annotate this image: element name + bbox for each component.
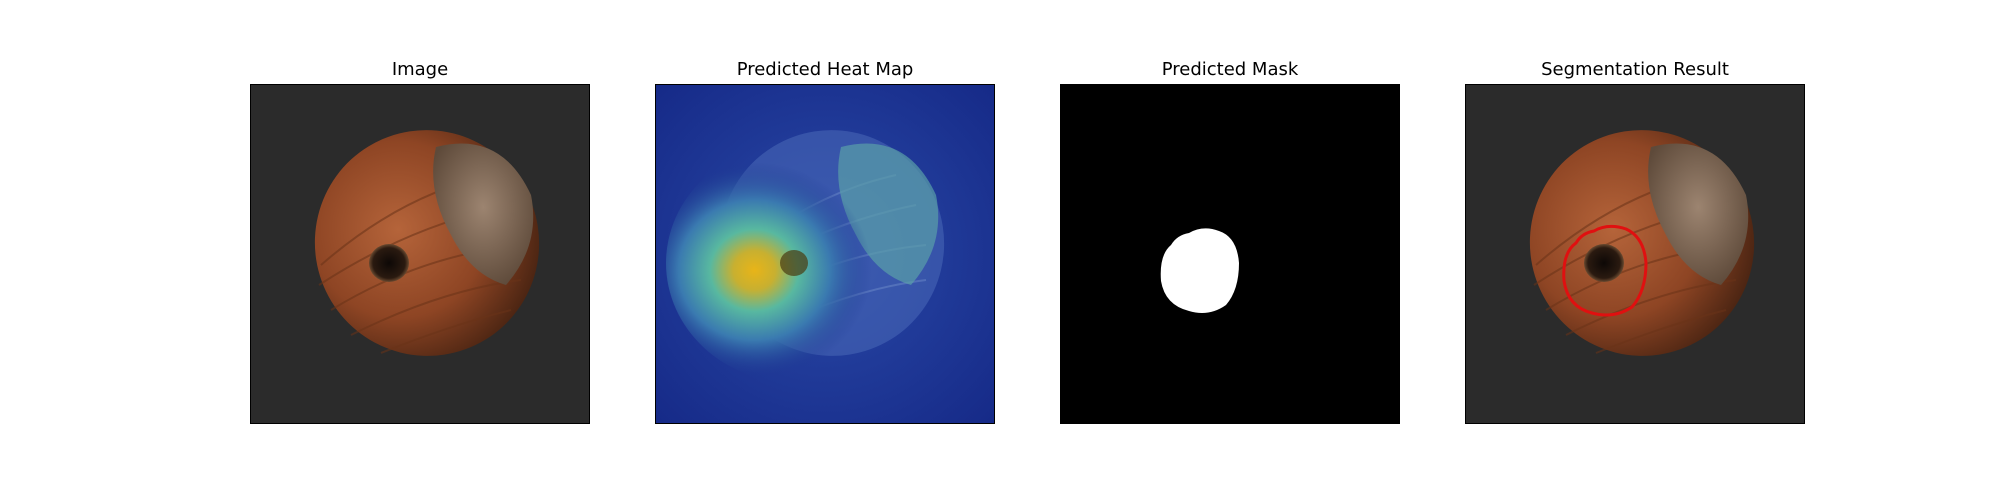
panel-title: Segmentation Result (1541, 59, 1729, 80)
panel-predicted-mask: Predicted Mask (1060, 58, 1400, 424)
panel-heat-map: Predicted Heat Map (655, 58, 995, 424)
heat-map-overlay (656, 85, 994, 423)
panel-image: Image (250, 58, 590, 424)
image-frame (250, 84, 590, 424)
binary-mask (1061, 85, 1399, 423)
mask-frame (1060, 84, 1400, 424)
heat-map-frame (655, 84, 995, 424)
panel-title: Predicted Mask (1161, 59, 1299, 80)
segmentation-frame (1465, 84, 1805, 424)
hazelnut-photo (251, 85, 589, 423)
defect-contour (1562, 224, 1648, 317)
panel-title: Predicted Heat Map (736, 59, 914, 80)
panel-segmentation-result: Segmentation Result (1465, 58, 1805, 424)
panel-title: Image (391, 59, 449, 80)
segmentation-overlay (1466, 85, 1804, 423)
